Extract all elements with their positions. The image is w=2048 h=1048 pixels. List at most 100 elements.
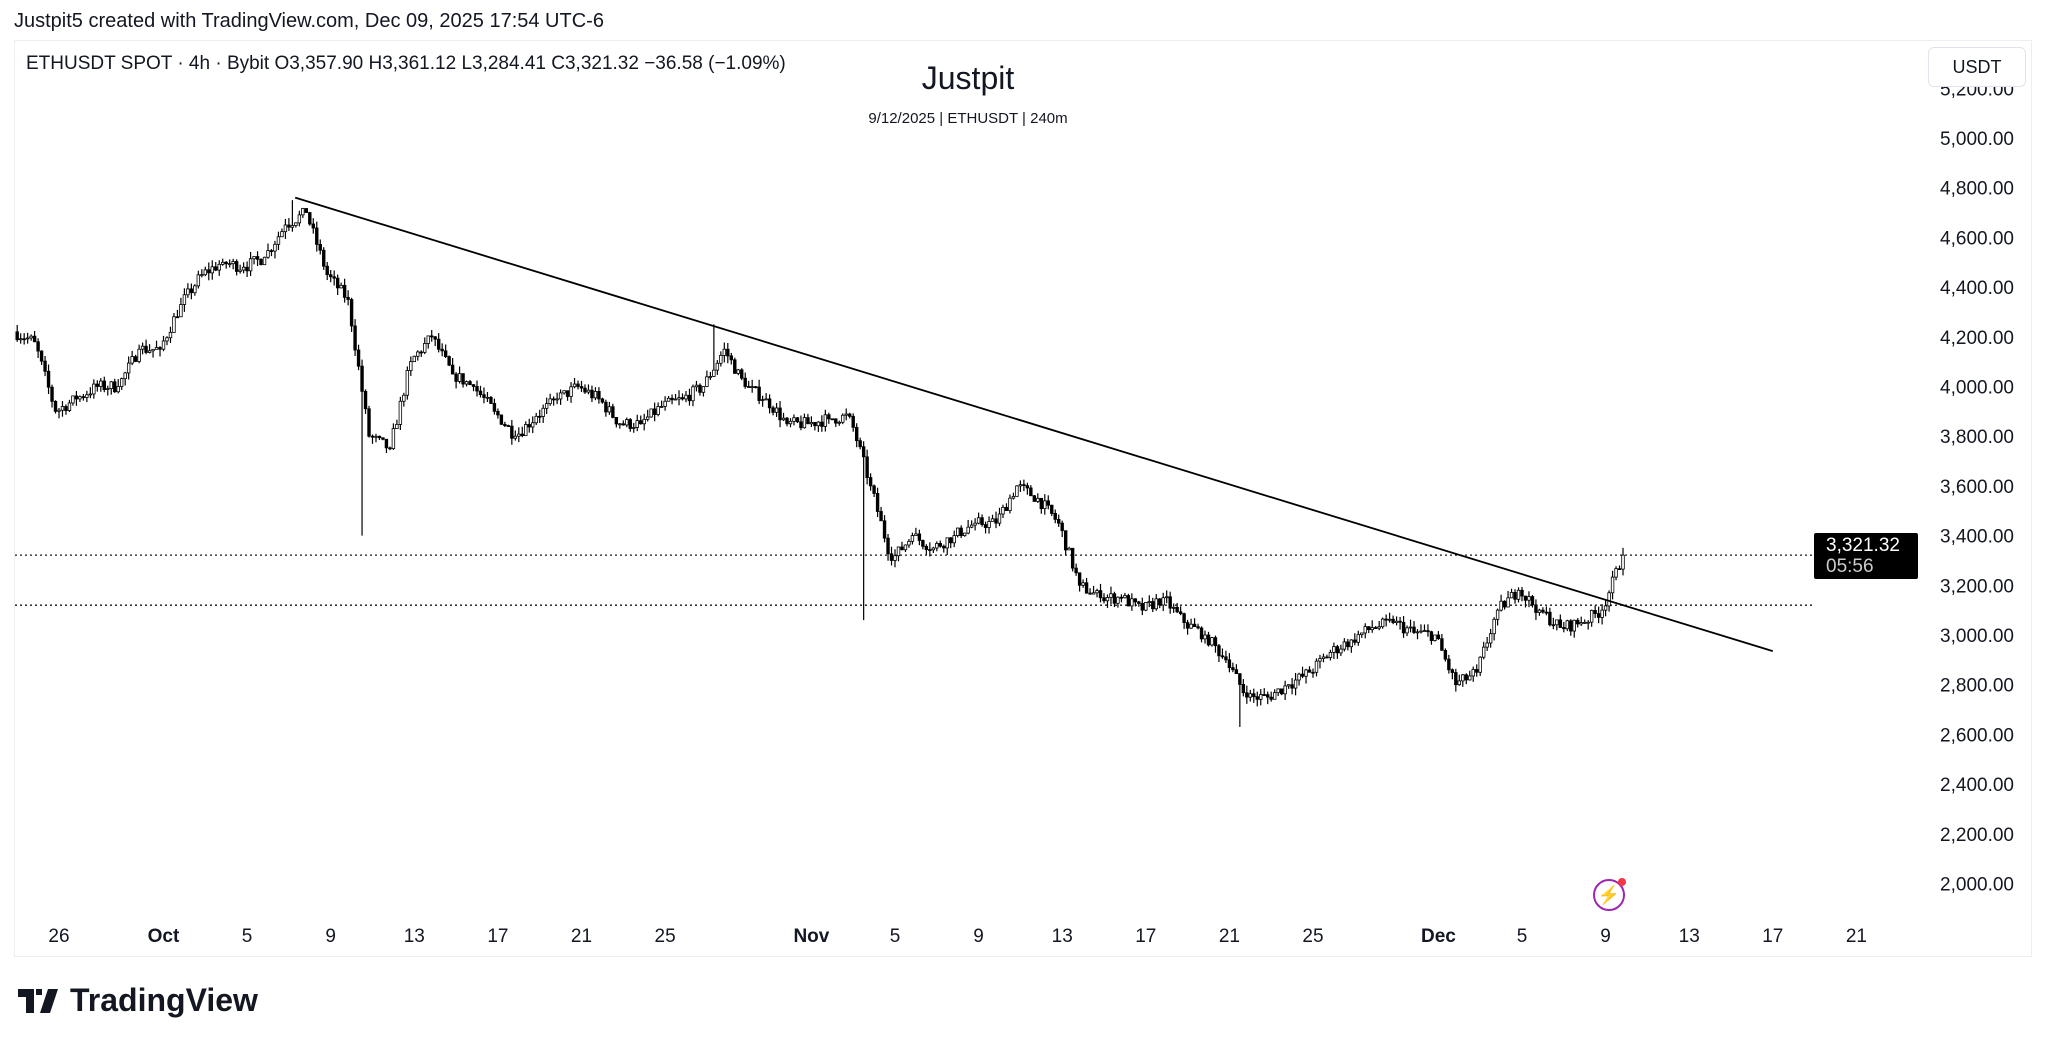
- candle-body: [120, 378, 124, 387]
- candle-body: [886, 537, 890, 555]
- x-tick-label: 26: [48, 926, 69, 947]
- chart-panel[interactable]: [14, 40, 2032, 957]
- candle-body: [1300, 673, 1305, 677]
- candle-body: [555, 398, 559, 401]
- tradingview-logo[interactable]: TradingView: [18, 982, 258, 1019]
- candle-body: [618, 423, 622, 426]
- candle-body: [1415, 631, 1420, 634]
- candle-body: [844, 413, 848, 416]
- candle-body: [210, 266, 214, 274]
- candle-body: [1583, 622, 1587, 624]
- currency-button[interactable]: USDT: [1928, 47, 2026, 87]
- candle-body: [687, 394, 692, 402]
- candle-body: [1011, 495, 1016, 499]
- candle-body: [938, 543, 942, 547]
- candle-body: [1307, 669, 1312, 673]
- candle-body: [753, 386, 758, 389]
- candle-body: [1346, 641, 1350, 648]
- candle-body: [1105, 597, 1110, 602]
- candle-body: [1419, 630, 1423, 633]
- x-tick-label: Nov: [793, 926, 829, 947]
- candle-body: [1565, 620, 1569, 630]
- candle-body: [593, 391, 598, 399]
- y-tick-label: 3,800.00: [1940, 427, 2014, 448]
- candle-body: [147, 350, 152, 353]
- candle-body: [548, 398, 552, 405]
- candle-body: [1210, 637, 1214, 646]
- last-price-label: 3,321.32 05:56: [1814, 533, 1918, 579]
- candle-body: [1523, 595, 1528, 601]
- candle-body: [1433, 634, 1437, 641]
- candle-body: [53, 400, 58, 412]
- candle-body: [1377, 626, 1381, 629]
- candle-body: [367, 408, 371, 437]
- candle-body: [468, 381, 472, 386]
- candle-body: [1318, 658, 1322, 662]
- candle-body: [802, 417, 807, 429]
- candle-body: [116, 386, 120, 393]
- y-tick-label: 4,800.00: [1940, 179, 2014, 200]
- x-tick-label: 25: [655, 926, 676, 947]
- candle-body: [740, 369, 744, 379]
- candle-body: [1492, 618, 1496, 635]
- candle-body: [788, 420, 793, 425]
- candle-body: [632, 427, 636, 429]
- candle-body: [109, 381, 113, 390]
- candle-body: [506, 425, 511, 427]
- candle-body: [994, 518, 998, 524]
- candle-body: [478, 390, 483, 396]
- candle-body: [1144, 602, 1148, 611]
- candle-body: [736, 369, 740, 374]
- candle-body: [604, 401, 608, 413]
- candle-body: [792, 417, 796, 422]
- candle-body: [339, 284, 343, 289]
- candle-body: [719, 354, 723, 364]
- candles: [15, 200, 1625, 727]
- candle-body: [659, 405, 664, 408]
- candle-body: [1116, 596, 1120, 604]
- brand-name: TradingView: [70, 982, 258, 1018]
- candle-body: [377, 435, 382, 439]
- candle-body: [482, 394, 486, 398]
- candle-body: [32, 335, 37, 343]
- candle-body: [370, 435, 375, 438]
- candle-body: [419, 351, 423, 354]
- candle-body: [1328, 651, 1333, 658]
- candle-body: [1269, 696, 1273, 700]
- candle-body: [1252, 693, 1256, 698]
- candle-body: [1245, 692, 1249, 698]
- candle-body: [360, 365, 364, 392]
- candle-body: [1238, 673, 1242, 685]
- candle-body: [1088, 592, 1092, 595]
- candle-body: [625, 419, 629, 426]
- candle-body: [1530, 596, 1535, 606]
- candle-body: [1478, 656, 1482, 673]
- candle-body: [287, 224, 291, 228]
- candle-body: [729, 355, 733, 361]
- candle-body: [1018, 484, 1023, 487]
- candle-body: [1008, 497, 1012, 511]
- candle-body: [200, 274, 204, 277]
- x-tick-label: 17: [1135, 926, 1156, 947]
- candle-body: [1259, 694, 1263, 700]
- candle-body: [1579, 622, 1583, 625]
- candle-body: [1440, 638, 1444, 651]
- candle-body: [503, 423, 507, 426]
- candle-body: [1057, 518, 1061, 524]
- y-tick-label: 5,000.00: [1940, 129, 2014, 150]
- candle-body: [649, 408, 653, 418]
- candle-body: [551, 398, 556, 401]
- candle-body: [820, 421, 824, 427]
- candle-body: [234, 261, 239, 272]
- candle-body: [590, 389, 594, 399]
- candle-body: [151, 348, 155, 352]
- lightning-icon[interactable]: ⚡: [1593, 878, 1626, 911]
- candle-body: [88, 393, 93, 396]
- notification-dot: [1618, 878, 1626, 886]
- candle-body: [165, 337, 169, 342]
- candle-body: [1468, 675, 1472, 681]
- candle-body: [342, 284, 347, 298]
- candle-body: [1384, 618, 1388, 621]
- candle-body: [1192, 623, 1197, 628]
